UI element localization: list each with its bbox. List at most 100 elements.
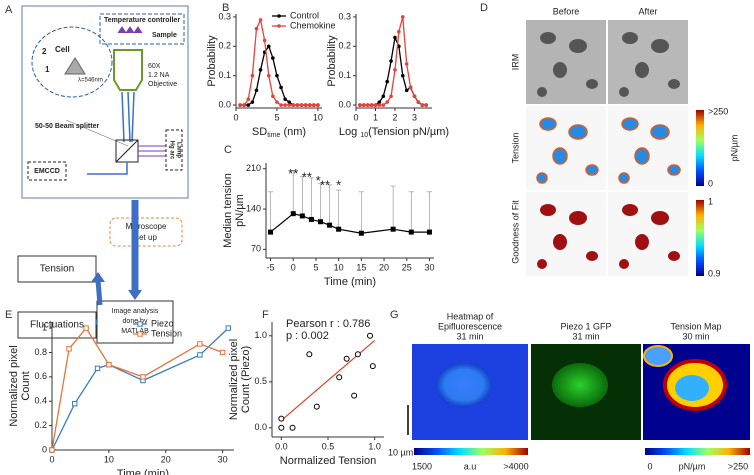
point	[238, 103, 242, 107]
arrow	[128, 290, 142, 300]
y-tick-label: 0.0	[254, 422, 267, 432]
x-tick-label: 1	[373, 112, 378, 122]
label: Fluctuations	[30, 320, 84, 331]
x-axis-label-part: Normalized Tension	[280, 455, 376, 467]
panel-label: E	[5, 309, 12, 321]
point	[313, 403, 320, 410]
point	[287, 103, 292, 107]
label: Temperature controller	[104, 17, 180, 24]
point	[299, 213, 305, 219]
x-axis-label: Time (min)	[324, 276, 376, 288]
point	[354, 351, 361, 358]
point	[369, 363, 376, 370]
colorbar-label: a.u	[464, 461, 477, 471]
panel-label: C	[224, 144, 232, 156]
y-tick-label: 70	[251, 244, 261, 254]
x-axis-label: SDtime (nm)	[252, 126, 306, 139]
point	[197, 352, 203, 358]
point	[327, 222, 333, 228]
series-line	[51, 326, 223, 451]
colorbar-label: >250	[708, 106, 728, 116]
x-tick-label: 30	[424, 262, 434, 272]
y-axis-label: Count (Piezo)	[240, 346, 252, 413]
point	[72, 400, 78, 407]
cells-icon	[117, 26, 143, 34]
colorbar-label: pN/µm	[679, 461, 706, 471]
series-line	[359, 16, 427, 106]
x-tick-label: 25	[402, 262, 412, 272]
x-axis-label: Normalized Tension	[280, 455, 376, 467]
camera-box	[27, 161, 67, 181]
x-tick-label: 20	[379, 262, 389, 272]
point	[278, 415, 285, 422]
point	[242, 103, 246, 107]
point	[420, 103, 425, 107]
panel-label: B	[222, 2, 229, 14]
legend-label: Tension	[151, 328, 182, 338]
point	[290, 211, 296, 217]
y-axis-label: Normalized pixel	[8, 345, 20, 426]
image-title: 31 min	[456, 331, 483, 341]
lamp-beam	[138, 145, 166, 157]
analysis-box	[96, 300, 174, 344]
x-axis-label-part: Log	[339, 126, 360, 138]
x-tick-label: 15	[356, 262, 366, 272]
y-tick-label: 0.6	[34, 371, 47, 381]
point	[385, 79, 389, 84]
x-axis-label-part: time	[267, 132, 280, 139]
image-title: Heatmap of	[447, 311, 494, 321]
row-label: Tension	[510, 132, 520, 163]
point	[219, 349, 226, 356]
point	[400, 73, 405, 78]
point	[287, 100, 292, 104]
tension-cell	[675, 375, 709, 401]
point	[94, 365, 101, 372]
point	[83, 325, 89, 331]
point	[306, 351, 313, 358]
point	[299, 103, 304, 107]
y-axis-label: pN/µm	[234, 194, 246, 227]
colorbar-label: >250	[728, 461, 748, 471]
point	[268, 229, 274, 235]
y-tick-label: 0.1	[218, 70, 231, 80]
camera-beam	[87, 162, 128, 175]
y-axis-label: Median tension	[222, 173, 234, 248]
point	[254, 26, 259, 31]
point	[358, 103, 362, 107]
point	[307, 103, 312, 107]
x-tick-label: 10	[334, 262, 344, 272]
point	[393, 35, 397, 40]
x-tick-label: 10	[313, 112, 323, 122]
series-line	[240, 17, 318, 106]
point	[250, 100, 255, 104]
image-title: Piezo 1 GFP	[560, 321, 611, 331]
x-tick-label: 0	[49, 454, 54, 464]
annotation: **	[288, 166, 298, 181]
cell-zoom	[31, 26, 113, 98]
point	[367, 332, 373, 339]
point	[266, 44, 271, 49]
point	[225, 325, 232, 331]
pointer	[65, 119, 129, 147]
y-tick-label: 0.0	[218, 99, 231, 109]
point	[106, 361, 112, 368]
point	[275, 73, 279, 78]
point	[316, 103, 320, 107]
y-axis-label: Normalized pixel	[228, 339, 240, 420]
colorbar-label: 0	[647, 461, 652, 471]
setup-frame	[21, 5, 189, 199]
point	[343, 355, 350, 362]
point	[397, 29, 401, 34]
point	[308, 216, 314, 222]
label: Hg arc	[168, 141, 174, 160]
point	[137, 331, 143, 337]
point	[303, 103, 308, 107]
y-tick-label: 0	[42, 444, 47, 454]
annotation: *	[336, 177, 341, 192]
y-tick-label: 0.1	[338, 70, 351, 80]
x-tick-label: 5	[274, 112, 279, 122]
point	[389, 94, 393, 99]
light-path	[121, 91, 135, 143]
series-line	[270, 213, 430, 234]
point	[336, 374, 343, 381]
